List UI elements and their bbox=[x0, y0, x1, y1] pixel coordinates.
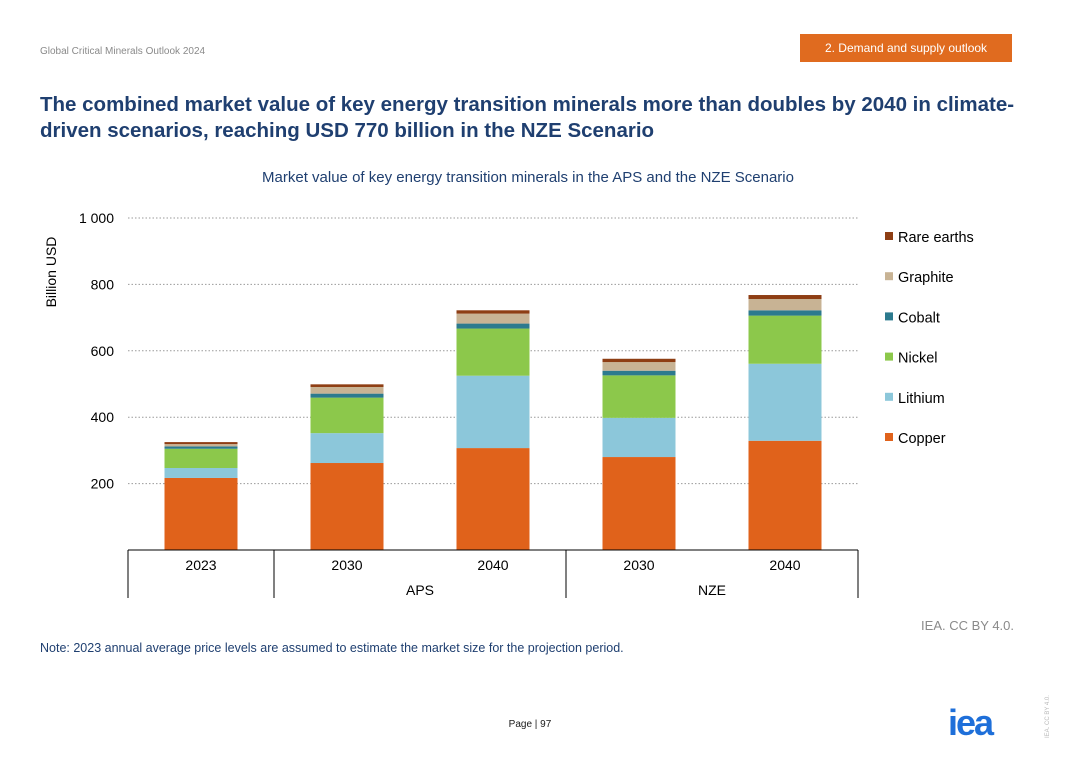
bar-segment-graphite bbox=[602, 362, 676, 371]
bar-segment-lithium bbox=[602, 417, 676, 458]
bar-segment-cobalt bbox=[164, 446, 238, 449]
bar-segment-rare-earths bbox=[456, 310, 530, 314]
bar-segment-rare-earths bbox=[310, 384, 384, 387]
bar-segment-cobalt bbox=[602, 370, 676, 376]
y-tick-label: 200 bbox=[91, 476, 115, 492]
bar-segment-lithium bbox=[164, 467, 238, 478]
bar-segment-graphite bbox=[164, 444, 238, 447]
bar-segment-copper bbox=[310, 463, 384, 550]
bar-segment-cobalt bbox=[310, 393, 384, 398]
legend-swatch bbox=[885, 272, 893, 281]
iea-logo: iea bbox=[948, 702, 994, 743]
bar-segment-lithium bbox=[748, 363, 822, 441]
legend-label: Nickel bbox=[898, 351, 937, 367]
chart-note: Note: 2023 annual average price levels a… bbox=[40, 641, 624, 655]
bar-segment-lithium bbox=[456, 375, 530, 449]
legend-swatch bbox=[885, 352, 893, 361]
y-tick-label: 800 bbox=[91, 276, 115, 292]
legend-swatch bbox=[885, 392, 893, 401]
bar-segment-nickel bbox=[602, 375, 676, 418]
bar-segment-graphite bbox=[456, 313, 530, 324]
legend-swatch bbox=[885, 433, 893, 441]
bar-segment-rare-earths bbox=[748, 295, 822, 300]
x-tick-label: 2030 bbox=[331, 557, 362, 573]
legend-label: Rare earths bbox=[898, 230, 974, 246]
bar-segment-rare-earths bbox=[164, 442, 238, 445]
bar-segment-copper bbox=[164, 477, 238, 550]
bar-segment-nickel bbox=[456, 328, 530, 376]
legend-label: Lithium bbox=[898, 391, 945, 407]
section-tag[interactable]: 2. Demand and supply outlook bbox=[800, 34, 1012, 62]
x-tick-label: 2040 bbox=[769, 557, 800, 573]
x-tick-label: 2040 bbox=[477, 557, 508, 573]
y-tick-label: 1 000 bbox=[79, 210, 114, 226]
bar-segment-lithium bbox=[310, 433, 384, 464]
side-license-text: IEA. CC BY 4.0. bbox=[1045, 695, 1051, 738]
page-number: Page | 97 bbox=[508, 719, 552, 730]
bar-segment-rare-earths bbox=[602, 358, 676, 363]
bar-segment-nickel bbox=[748, 315, 822, 364]
x-tick-label: 2030 bbox=[623, 557, 654, 573]
bar-segment-cobalt bbox=[456, 323, 530, 329]
chart-title: Market value of key energy transition mi… bbox=[262, 169, 794, 186]
legend-label: Copper bbox=[898, 431, 946, 447]
legend-label: Graphite bbox=[898, 270, 954, 286]
document-name: Global Critical Minerals Outlook 2024 bbox=[40, 46, 206, 57]
bar-segment-cobalt bbox=[748, 310, 822, 316]
bar-segment-copper bbox=[748, 440, 822, 550]
bar-segment-copper bbox=[602, 457, 676, 550]
bar-segment-nickel bbox=[310, 397, 384, 434]
bar-segment-nickel bbox=[164, 448, 238, 468]
legend-swatch bbox=[885, 312, 893, 321]
source-credit: IEA. CC BY 4.0. bbox=[921, 618, 1014, 633]
bar-segment-copper bbox=[456, 448, 530, 550]
bar-segment-graphite bbox=[748, 299, 822, 311]
bar-segment-graphite bbox=[310, 386, 384, 394]
x-tick-label: 2023 bbox=[185, 557, 216, 573]
x-group-label: APS bbox=[406, 582, 434, 598]
y-tick-label: 400 bbox=[91, 409, 115, 425]
y-tick-label: 600 bbox=[91, 343, 115, 359]
page-headline: The combined market value of key energy … bbox=[40, 93, 1015, 142]
legend-swatch bbox=[885, 232, 893, 240]
legend-label: Cobalt bbox=[898, 310, 940, 326]
y-axis-label: Billion USD bbox=[43, 237, 59, 308]
x-group-label: NZE bbox=[698, 582, 726, 598]
